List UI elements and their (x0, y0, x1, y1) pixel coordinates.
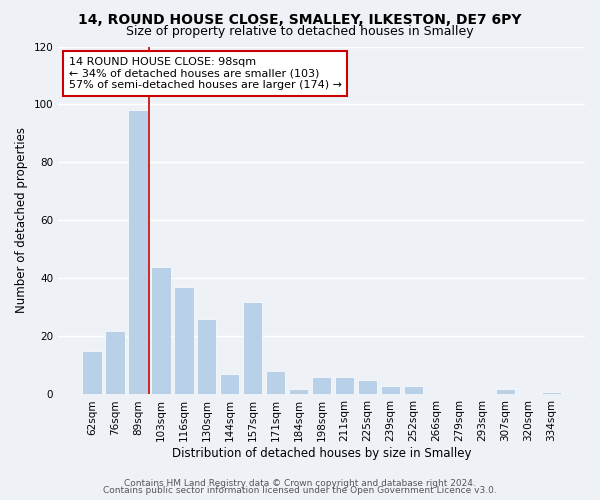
Bar (404, 386, 423, 394)
Text: 14, ROUND HOUSE CLOSE, SMALLEY, ILKESTON, DE7 6PY: 14, ROUND HOUSE CLOSE, SMALLEY, ILKESTON… (78, 12, 522, 26)
Bar (289, 388, 308, 394)
Bar (312, 377, 331, 394)
Bar (496, 388, 515, 394)
Bar (542, 392, 561, 394)
Bar (266, 372, 286, 394)
Text: 14 ROUND HOUSE CLOSE: 98sqm
← 34% of detached houses are smaller (103)
57% of se: 14 ROUND HOUSE CLOSE: 98sqm ← 34% of det… (69, 57, 342, 90)
Bar (358, 380, 377, 394)
X-axis label: Distribution of detached houses by size in Smalley: Distribution of detached houses by size … (172, 447, 472, 460)
Bar (105, 330, 125, 394)
Text: Size of property relative to detached houses in Smalley: Size of property relative to detached ho… (126, 25, 474, 38)
Bar (381, 386, 400, 394)
Bar (243, 302, 262, 394)
Bar (220, 374, 239, 394)
Bar (335, 377, 355, 394)
Bar (128, 110, 148, 395)
Bar (151, 267, 170, 394)
Text: Contains public sector information licensed under the Open Government Licence v3: Contains public sector information licen… (103, 486, 497, 495)
Text: Contains HM Land Registry data © Crown copyright and database right 2024.: Contains HM Land Registry data © Crown c… (124, 478, 476, 488)
Bar (197, 319, 217, 394)
Bar (174, 287, 194, 395)
Y-axis label: Number of detached properties: Number of detached properties (15, 128, 28, 314)
Bar (82, 351, 101, 395)
